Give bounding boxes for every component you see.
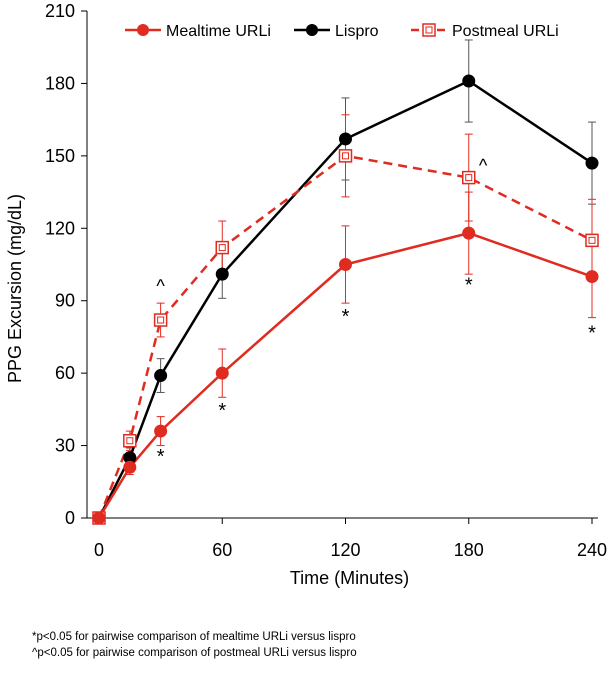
y-tick-label: 30 [55, 436, 75, 456]
error-bars [125, 39, 596, 476]
y-tick-label: 180 [45, 73, 75, 93]
significance-star: * [342, 306, 350, 328]
point-lispro [339, 132, 352, 146]
significance-star: * [465, 274, 473, 296]
point-postmeal-urli [462, 170, 476, 185]
significance-star: * [218, 400, 226, 422]
y-tick-label: 60 [55, 363, 75, 383]
point-mealtime-urli [215, 366, 229, 380]
y-tick-label: 120 [45, 218, 75, 238]
legend-label: Postmeal URLi [452, 23, 559, 40]
point-lispro [215, 267, 229, 281]
point-lispro [585, 156, 599, 170]
y-axis-label: PPG Excursion (mg/dL) [5, 194, 25, 383]
legend-item-mealtime-urli: Mealtime URLi [125, 23, 271, 40]
x-axis-label: Time (Minutes) [290, 568, 409, 588]
x-tick-label: 120 [330, 540, 360, 560]
legend-item-postmeal-urli: Postmeal URLi [411, 23, 559, 40]
legend-item-lispro: Lispro [294, 23, 379, 40]
chart: 0 30 60 90 120 150 180 210 0 60 120 180 240 Time (Min… [5, 1, 607, 588]
significance-star: * [588, 323, 596, 345]
footnotes: *p<0.05 for pairwise comparison of mealt… [32, 629, 357, 661]
y-tick-label: 210 [45, 1, 75, 21]
legend: Mealtime URLi Lispro Postmeal URLi [125, 23, 559, 40]
footnote-mealtime: *p<0.05 for pairwise comparison of mealt… [32, 631, 356, 643]
legend-label: Mealtime URLi [166, 23, 271, 40]
x-tick-label: 0 [94, 540, 104, 560]
legend-marker [306, 24, 318, 36]
x-tick-label: 60 [212, 540, 232, 560]
point-mealtime-urli [123, 460, 137, 474]
point-lispro [154, 369, 168, 383]
footnote-postmeal: ^p<0.05 for pairwise comparison of postm… [32, 647, 357, 659]
point-postmeal-urli [338, 149, 353, 163]
legend-marker [422, 23, 436, 37]
point-mealtime-urli [154, 424, 168, 438]
legend-marker-inner [425, 26, 433, 34]
point-postmeal-urli [123, 433, 137, 448]
legend-label: Lispro [335, 23, 379, 40]
series-line-postmeal-urli [97, 154, 593, 519]
legend-marker [137, 24, 149, 36]
point-mealtime-urli [92, 511, 106, 525]
significance-star: * [157, 446, 165, 468]
x-tick-label: 180 [454, 540, 484, 560]
point-lispro [462, 74, 476, 88]
point-mealtime-urli [339, 258, 352, 271]
point-postmeal-urli [153, 313, 168, 327]
y-tick-label: 0 [65, 508, 75, 528]
point-postmeal-urli [585, 233, 599, 248]
significance-caret: ^ [156, 276, 165, 296]
significance-caret: ^ [479, 156, 488, 176]
annotations: * * * * * ^ ^ [156, 156, 596, 468]
point-mealtime-urli [585, 270, 599, 284]
series-markers [92, 74, 599, 525]
y-tick-label: 150 [45, 146, 75, 166]
axes: 0 30 60 90 120 150 180 210 0 60 120 180 240 Time (Min… [5, 1, 607, 588]
point-mealtime-urli [462, 226, 476, 240]
x-tick-label: 240 [577, 540, 607, 560]
point-postmeal-urli [215, 240, 229, 255]
y-tick-label: 90 [55, 291, 75, 311]
